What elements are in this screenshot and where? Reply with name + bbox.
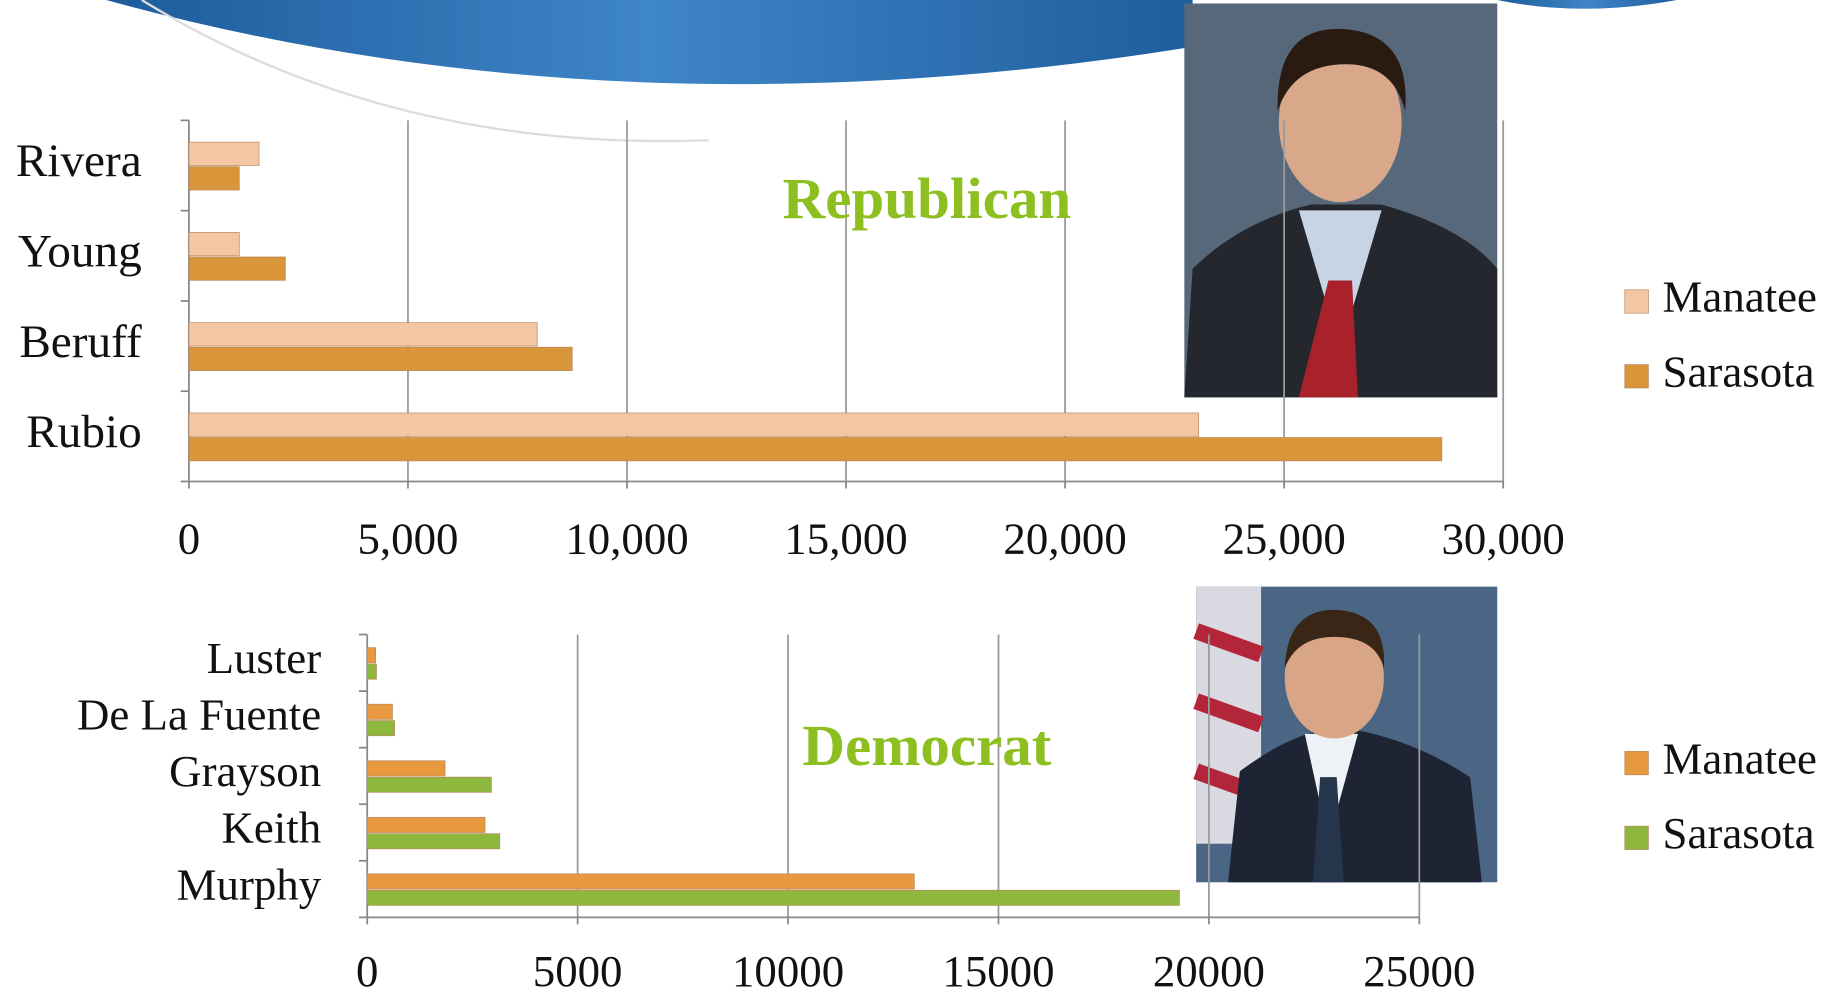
category-label: Murphy xyxy=(177,859,322,909)
bar xyxy=(366,833,501,850)
x-tick-label: 30,000 xyxy=(1441,514,1564,564)
category-label: Beruff xyxy=(19,316,142,368)
category-label: Grayson xyxy=(169,746,321,796)
x-tick-label: 25,000 xyxy=(1222,514,1345,564)
x-tick-label: 15,000 xyxy=(784,514,907,564)
x-tick-label: 5,000 xyxy=(358,514,459,564)
bar xyxy=(366,703,393,720)
photo xyxy=(1193,586,1498,883)
category-label: Luster xyxy=(207,633,322,683)
category-label: De La Fuente xyxy=(77,690,321,740)
x-tick-label: 15000 xyxy=(942,946,1054,996)
bar xyxy=(366,889,1180,906)
bar xyxy=(188,346,573,371)
photo xyxy=(1184,3,1498,398)
legend-label: Manatee xyxy=(1663,272,1817,322)
category-label: Young xyxy=(18,226,142,278)
legend-label: Manatee xyxy=(1663,734,1817,784)
bar xyxy=(188,256,286,281)
x-tick-label: 10,000 xyxy=(565,514,688,564)
slide-content: 0 5,000 10,000 15,000 20,000 25,000 30,000 Rive… xyxy=(16,0,1817,996)
bar xyxy=(366,816,486,833)
x-tick-label: 0 xyxy=(178,514,200,564)
banner-arc xyxy=(141,0,709,143)
legend-label: Sarasota xyxy=(1663,347,1815,397)
bar xyxy=(366,720,395,737)
bar xyxy=(366,647,376,664)
chart-title: Democrat xyxy=(802,713,1052,778)
banner xyxy=(106,0,1193,85)
chart-title: Republican xyxy=(783,166,1072,231)
legend-swatch xyxy=(1624,289,1649,314)
legend-swatch xyxy=(1624,825,1649,850)
bar xyxy=(188,437,1443,462)
bar xyxy=(188,166,240,191)
category-label: Rubio xyxy=(26,406,141,458)
bar xyxy=(366,663,377,680)
bar xyxy=(366,776,492,793)
bar xyxy=(188,322,538,347)
x-tick-label: 10000 xyxy=(732,946,844,996)
legend-swatch xyxy=(1624,364,1649,389)
x-tick-label: 5000 xyxy=(533,946,623,996)
legend-swatch xyxy=(1624,751,1649,776)
x-tick-label: 25000 xyxy=(1363,946,1475,996)
category-label: Keith xyxy=(222,803,322,853)
x-tick-label: 0 xyxy=(356,946,378,996)
x-tick-label: 20,000 xyxy=(1003,514,1126,564)
bar xyxy=(188,232,240,257)
bar xyxy=(188,412,1200,437)
banner xyxy=(1497,0,1677,9)
bar xyxy=(188,141,260,166)
x-tick-label: 20000 xyxy=(1153,946,1265,996)
bar xyxy=(366,873,915,890)
category-label: Rivera xyxy=(16,135,142,187)
bar xyxy=(366,760,446,777)
legend-label: Sarasota xyxy=(1663,808,1815,858)
